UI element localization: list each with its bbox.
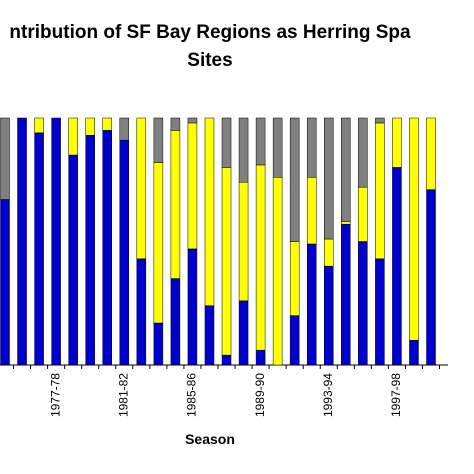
bar-segment [221, 354, 232, 366]
bar-segment [34, 132, 44, 366]
bar-segment [153, 322, 164, 366]
bar-segment [392, 167, 402, 366]
bar-segment [272, 177, 283, 366]
x-tick-label: 1977-78 [48, 373, 62, 417]
bar-segment [68, 117, 78, 156]
bar-segment [289, 117, 300, 242]
bar-segment [341, 223, 351, 366]
bar-segment [409, 117, 419, 341]
bar-segment [0, 117, 10, 200]
bar-segment [204, 305, 215, 366]
bar-segment [375, 258, 385, 366]
bar-segment [136, 117, 147, 260]
chart-title: ntribution of SF Bay Regions as Herring … [9, 22, 411, 43]
bar-segment [306, 243, 317, 366]
x-tick-label: 1985-86 [185, 373, 199, 417]
bar-segment [289, 241, 300, 316]
x-axis-title: Season [185, 431, 235, 447]
bar-segment [358, 241, 368, 366]
bar-segment [119, 139, 130, 366]
bar-segment [341, 117, 351, 222]
bar-segment [17, 117, 27, 366]
bar-segment [358, 186, 368, 242]
bar-segment [221, 167, 232, 356]
bar-segment [170, 117, 181, 131]
bar-segment [375, 117, 385, 124]
bar-segment [187, 122, 198, 250]
bar-segment [426, 117, 436, 190]
bar-segment [255, 164, 266, 351]
x-tick-label: 1981-82 [116, 373, 130, 417]
bar-segment [102, 130, 112, 366]
bar-segment [324, 238, 334, 267]
bar-segment [238, 300, 249, 366]
bar-segment [272, 117, 283, 178]
bar-segment [375, 122, 385, 260]
bar-segment [136, 258, 147, 366]
bar-segment [306, 177, 317, 245]
bar-segment [238, 117, 249, 183]
bar-segment [170, 130, 181, 279]
bar-segment [68, 154, 78, 366]
bar-segment [221, 117, 232, 168]
bar-segment [358, 117, 368, 188]
bar-segment [426, 189, 436, 366]
bar-segment [324, 117, 334, 240]
bar-segment [85, 117, 95, 136]
x-tick-label: 1993-94 [321, 373, 335, 417]
bar-segment [392, 117, 402, 168]
bar-segment [306, 117, 317, 178]
bar-segment [187, 248, 198, 366]
bar-segment [153, 117, 164, 163]
bar-segment [324, 265, 334, 366]
x-tick-label: 1989-90 [253, 373, 267, 417]
bar-segment [102, 117, 112, 131]
bar-segment [255, 117, 266, 166]
bar-segment [289, 315, 300, 366]
bar-segment [238, 181, 249, 302]
x-tick-label: 1997-98 [389, 373, 403, 417]
bar-segment [409, 340, 419, 366]
bar-segment [153, 162, 164, 324]
bar-segment [51, 117, 61, 366]
bar-segment [204, 117, 215, 306]
bar-segment [119, 117, 130, 141]
bar-segment [170, 278, 181, 366]
bar-segment [34, 117, 44, 134]
bar-segment [187, 117, 198, 124]
bar-segment [0, 199, 10, 366]
bar-segment [85, 135, 95, 366]
chart-title: Sites [187, 50, 232, 71]
bar-segment [255, 349, 266, 366]
bar-segment [341, 221, 351, 225]
